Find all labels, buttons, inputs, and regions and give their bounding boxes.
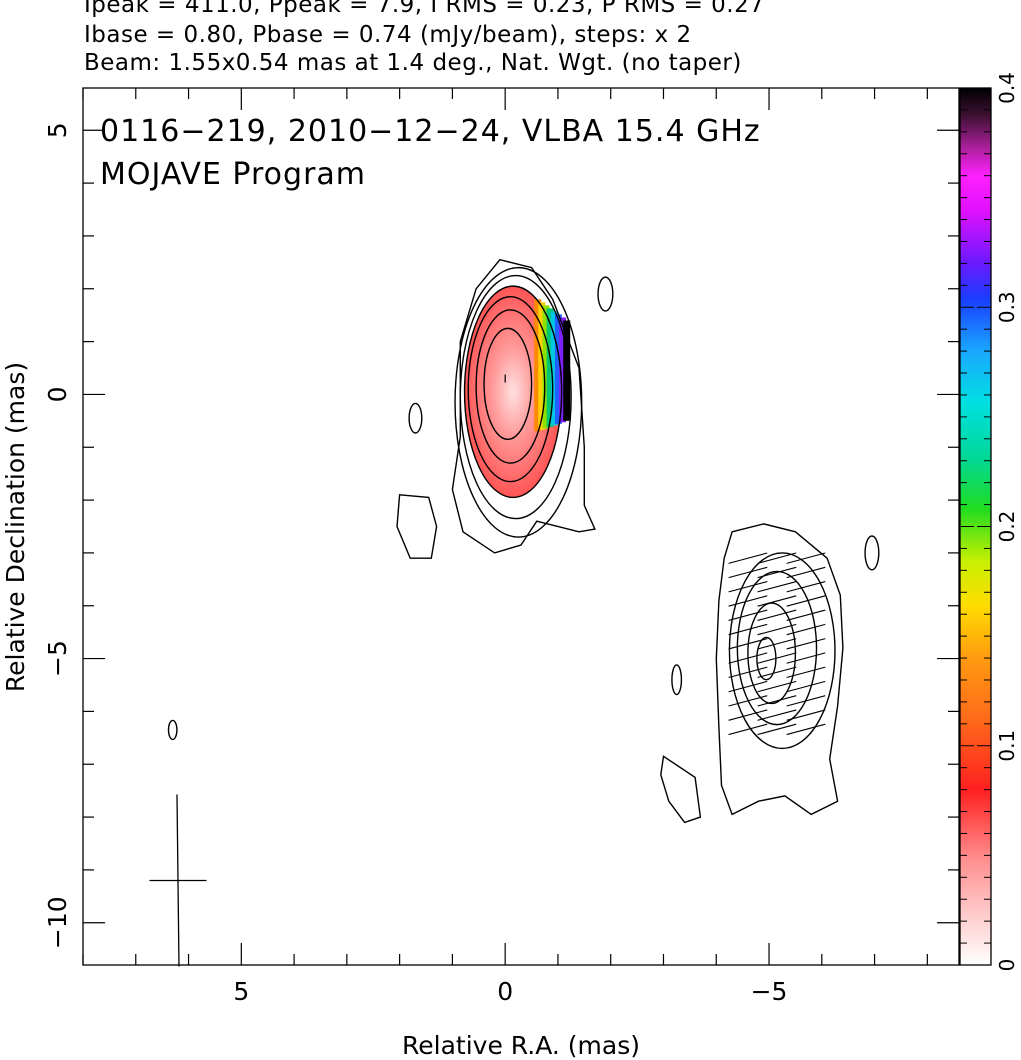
axis-tick-labels: 5 0 −5 5 0 −5 −10 <box>43 122 787 1006</box>
core-contour-1 <box>475 309 546 464</box>
polarization-vector-8 <box>786 581 826 593</box>
polarization-vector-29 <box>786 680 826 693</box>
polarization-vectors <box>728 552 826 736</box>
isolated-contour-2 <box>167 719 178 741</box>
core-outer-contour <box>451 258 596 554</box>
polarization-vector-21 <box>728 652 768 664</box>
core-edge-pixel-1 <box>538 302 546 430</box>
polarization-vector-26 <box>786 666 826 679</box>
chart-title: 0116−219, 2010−12−24, VLBA 15.4 GHz <box>100 114 761 149</box>
isolated-contour-0 <box>408 402 423 434</box>
polarization-vector-9 <box>728 595 768 607</box>
polarization-vector-14 <box>786 609 826 621</box>
polarization-vector-38 <box>786 723 826 736</box>
irregular-contour-0 <box>396 494 438 559</box>
isolated-contour-1 <box>597 276 614 312</box>
core-contour-0 <box>483 327 533 441</box>
polarization-vector-36 <box>728 723 768 736</box>
polarization-color-map <box>464 286 571 498</box>
chart-subtitle: MOJAVE Program <box>100 157 366 192</box>
core-edge-pixel-5 <box>554 314 562 424</box>
colorbar-tick-labels: 0 0.1 0.2 0.3 0.4 <box>995 72 1019 971</box>
y-axis-label: Relative Declination (mas) <box>1 362 30 692</box>
core-edge-pixel-4 <box>550 311 558 426</box>
irregular-contour-1 <box>660 755 702 824</box>
polarization-vector-31 <box>757 695 797 707</box>
core-edge-pixel-2 <box>542 305 550 429</box>
polarization-vector-35 <box>786 709 826 721</box>
polarization-vector-13 <box>757 609 797 621</box>
total-intensity-contours <box>167 258 880 824</box>
polarization-vector-32 <box>786 695 826 707</box>
core-edge-pixel-6 <box>559 317 567 423</box>
polarization-vector-4 <box>757 566 797 579</box>
core-edge-pixel-7 <box>563 320 571 421</box>
isolated-contour-4 <box>864 535 880 571</box>
polarization-vector-23 <box>786 652 826 664</box>
jet-contour-2 <box>736 570 818 726</box>
polarization-vector-15 <box>728 623 768 636</box>
polarization-vector-7 <box>757 581 797 593</box>
colorbar-tick-label-4: 0.4 <box>995 72 1019 104</box>
y-tick-label-3: −10 <box>43 896 72 949</box>
polarization-vector-10 <box>757 595 797 607</box>
polarization-vector-6 <box>728 581 768 593</box>
polarization-vector-34 <box>757 709 797 721</box>
core-edge-pixel-3 <box>546 308 554 427</box>
beam-marker <box>149 794 207 967</box>
header-base-line: Ibase = 0.80, Pbase = 0.74 (mJy/beam), s… <box>84 22 692 48</box>
colorbar-tick-label-1: 0.1 <box>995 730 1019 762</box>
polarization-vector-22 <box>757 652 797 664</box>
jet-outer-contour <box>715 523 844 816</box>
polarization-vector-2 <box>786 552 826 564</box>
y-tick-label-0: 5 <box>43 122 72 138</box>
header-stats-line: Ipeak = 411.0, Ppeak = 7.9, I RMS = 0.23… <box>84 0 765 18</box>
y-tick-label-2: −5 <box>43 640 72 677</box>
x-tick-label-2: −5 <box>751 977 788 1006</box>
polarization-vector-28 <box>757 680 797 693</box>
polarization-vector-17 <box>786 623 826 636</box>
polarization-vector-33 <box>728 709 768 721</box>
polarization-vector-19 <box>757 638 797 650</box>
polarization-vector-20 <box>786 638 826 650</box>
isolated-contour-3 <box>671 664 683 696</box>
x-tick-label-0: 5 <box>233 977 249 1006</box>
polarization-vector-1 <box>757 552 797 564</box>
core-contour-3 <box>463 285 563 499</box>
jet-contour-3 <box>728 552 836 750</box>
plot-frame <box>82 87 960 966</box>
colorbar-tick-label-2: 0.2 <box>995 511 1019 543</box>
x-tick-label-1: 0 <box>497 977 513 1006</box>
polarization-vector-16 <box>757 623 797 636</box>
polarization-vector-18 <box>728 638 768 650</box>
polarization-vector-12 <box>728 609 768 621</box>
polarization-vector-37 <box>757 723 797 736</box>
polarization-vector-27 <box>728 680 768 693</box>
colorbar-tick-label-0: 0 <box>995 959 1019 972</box>
colorbar-ticks <box>960 87 991 966</box>
polarization-vector-25 <box>757 666 797 679</box>
polarization-vector-5 <box>786 566 826 579</box>
y-tick-label-1: 0 <box>43 386 72 402</box>
polarization-vector-30 <box>728 695 768 707</box>
polarization-vector-0 <box>728 552 768 564</box>
polarization-vector-24 <box>728 666 768 679</box>
polarization-vector-3 <box>728 566 768 579</box>
header-beam-line: Beam: 1.55x0.54 mas at 1.4 deg., Nat. Wg… <box>84 50 742 76</box>
axis-ticks <box>82 88 959 965</box>
x-axis-label: Relative R.A. (mas) <box>402 1031 640 1060</box>
polarization-vector-11 <box>786 595 826 607</box>
core-contour-2 <box>467 295 554 483</box>
core-edge-pixel-0 <box>534 299 542 432</box>
colorbar-tick-label-3: 0.3 <box>995 291 1019 323</box>
